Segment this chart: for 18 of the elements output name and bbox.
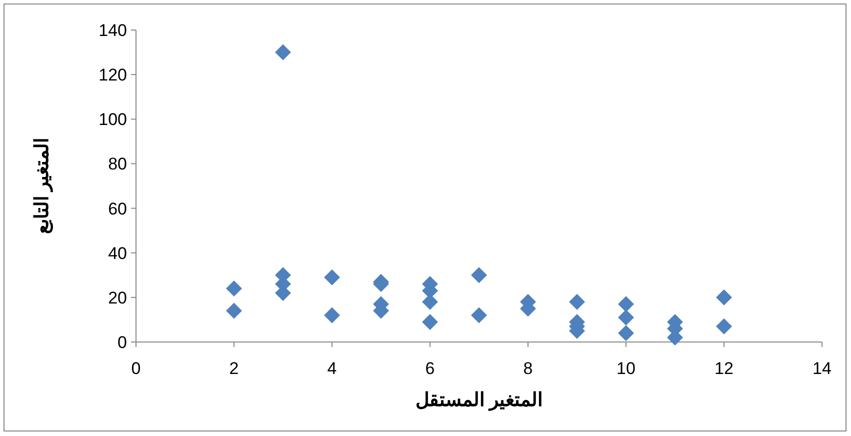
x-tick-label: 14 xyxy=(812,359,832,378)
x-tick-label: 0 xyxy=(131,359,141,378)
x-tick-label: 4 xyxy=(327,359,337,378)
y-tick-label: 80 xyxy=(108,154,127,174)
x-axis-title: المتغير المستقل xyxy=(415,390,543,411)
y-tick-label: 40 xyxy=(108,244,127,263)
y-tick-label: 140 xyxy=(98,21,127,40)
x-tick-label: 12 xyxy=(714,359,734,378)
x-tick-label: 10 xyxy=(616,359,636,378)
x-tick-label: 8 xyxy=(523,359,533,378)
y-tick-label: 120 xyxy=(98,66,127,85)
y-tick-label: 20 xyxy=(108,288,127,308)
y-axis-title: المتغير التابع xyxy=(32,138,53,234)
x-tick-label: 6 xyxy=(425,359,435,378)
y-tick-label: 100 xyxy=(98,110,127,130)
y-tick-label: 0 xyxy=(118,333,127,352)
x-tick-label: 2 xyxy=(229,359,239,378)
y-tick-label: 60 xyxy=(108,199,127,218)
